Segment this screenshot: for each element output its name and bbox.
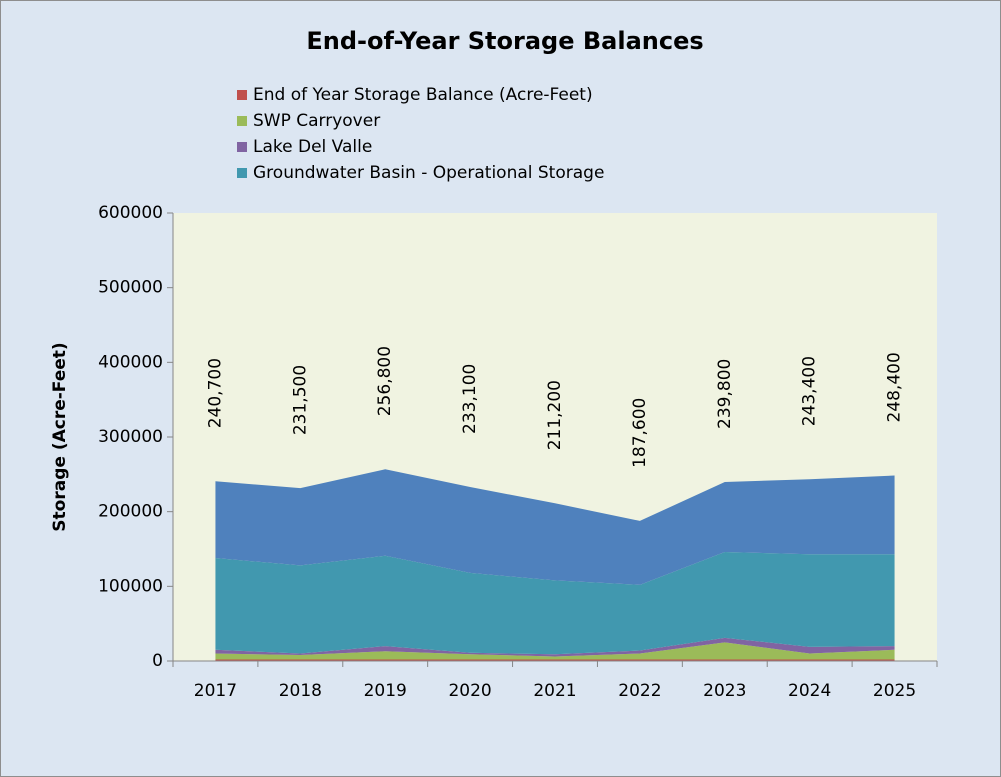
chart-title: End-of-Year Storage Balances <box>306 27 703 55</box>
data-label: 240,700 <box>205 358 225 428</box>
x-tick-label: 2024 <box>788 681 831 701</box>
legend-label: End of Year Storage Balance (Acre-Feet) <box>253 85 593 105</box>
x-tick-label: 2023 <box>703 681 746 701</box>
legend-label: SWP Carryover <box>253 111 380 131</box>
x-tick-label: 2021 <box>533 681 576 701</box>
data-label: 231,500 <box>290 365 310 435</box>
legend-label: Lake Del Valle <box>253 137 372 157</box>
data-label: 211,200 <box>545 380 565 450</box>
legend-swatch <box>237 90 247 100</box>
data-label: 248,400 <box>885 352 905 422</box>
x-tick-label: 2017 <box>194 681 237 701</box>
area <box>215 642 895 660</box>
data-label: 256,800 <box>375 346 395 416</box>
y-tick-label: 400000 <box>98 352 163 372</box>
y-tick-label: 300000 <box>98 427 163 447</box>
y-tick-label: 100000 <box>98 576 163 596</box>
data-label: 239,800 <box>715 359 735 429</box>
area <box>215 637 895 657</box>
y-tick-label: 600000 <box>98 203 163 223</box>
data-label: 243,400 <box>800 356 820 426</box>
y-axis-label: Storage (Acre-Feet) <box>50 342 70 531</box>
legend-swatch <box>237 116 247 126</box>
x-tick-label: 2025 <box>873 681 916 701</box>
y-tick-label: 200000 <box>98 502 163 522</box>
x-tick-label: 2022 <box>618 681 661 701</box>
area <box>215 551 895 655</box>
areas <box>215 469 895 661</box>
x-tick-label: 2020 <box>448 681 491 701</box>
area <box>215 469 895 585</box>
x-tick-label: 2019 <box>364 681 407 701</box>
x-tick-label: 2018 <box>279 681 322 701</box>
legend-swatch <box>237 168 247 178</box>
y-tick-label: 500000 <box>98 278 163 298</box>
data-label: 233,100 <box>460 364 480 434</box>
legend-label: Groundwater Basin - Operational Storage <box>253 163 604 183</box>
legend-swatch <box>237 142 247 152</box>
data-label: 187,600 <box>630 398 650 468</box>
y-tick-label: 0 <box>152 651 163 671</box>
